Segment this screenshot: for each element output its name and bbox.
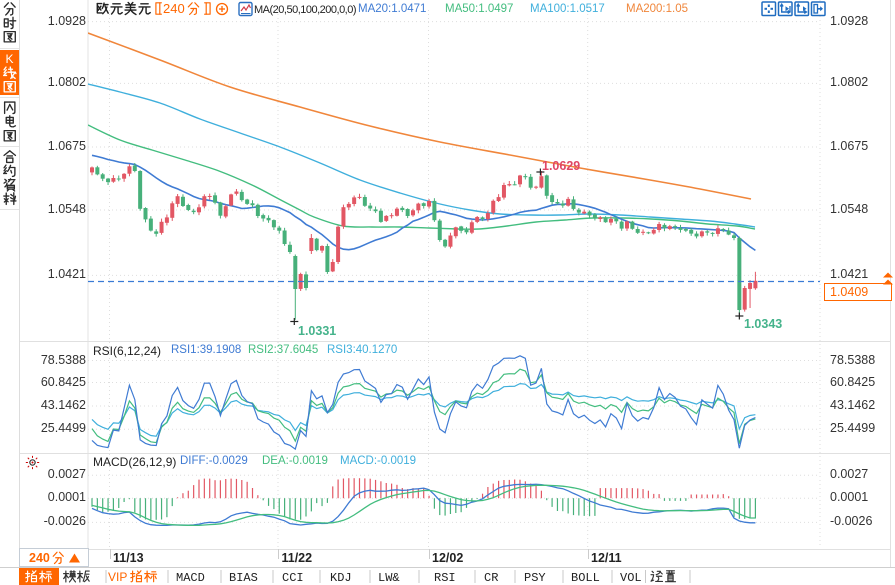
svg-text:BOLL: BOLL [571, 571, 600, 585]
svg-text:KDJ: KDJ [330, 571, 352, 585]
svg-text:PSY: PSY [524, 571, 546, 585]
svg-text:VOL: VOL [620, 571, 642, 585]
svg-text:MACD: MACD [176, 571, 205, 585]
svg-text:RSI: RSI [434, 571, 456, 585]
svg-text:BIAS: BIAS [229, 571, 258, 585]
svg-text:LW&: LW& [378, 571, 400, 585]
svg-text:CR: CR [484, 571, 498, 585]
svg-text:240: 240 [29, 551, 50, 565]
svg-text:240: 240 [163, 1, 185, 16]
svg-text:CCI: CCI [282, 571, 304, 585]
svg-text:VIP: VIP [108, 570, 127, 584]
svg-text:K: K [5, 52, 13, 66]
